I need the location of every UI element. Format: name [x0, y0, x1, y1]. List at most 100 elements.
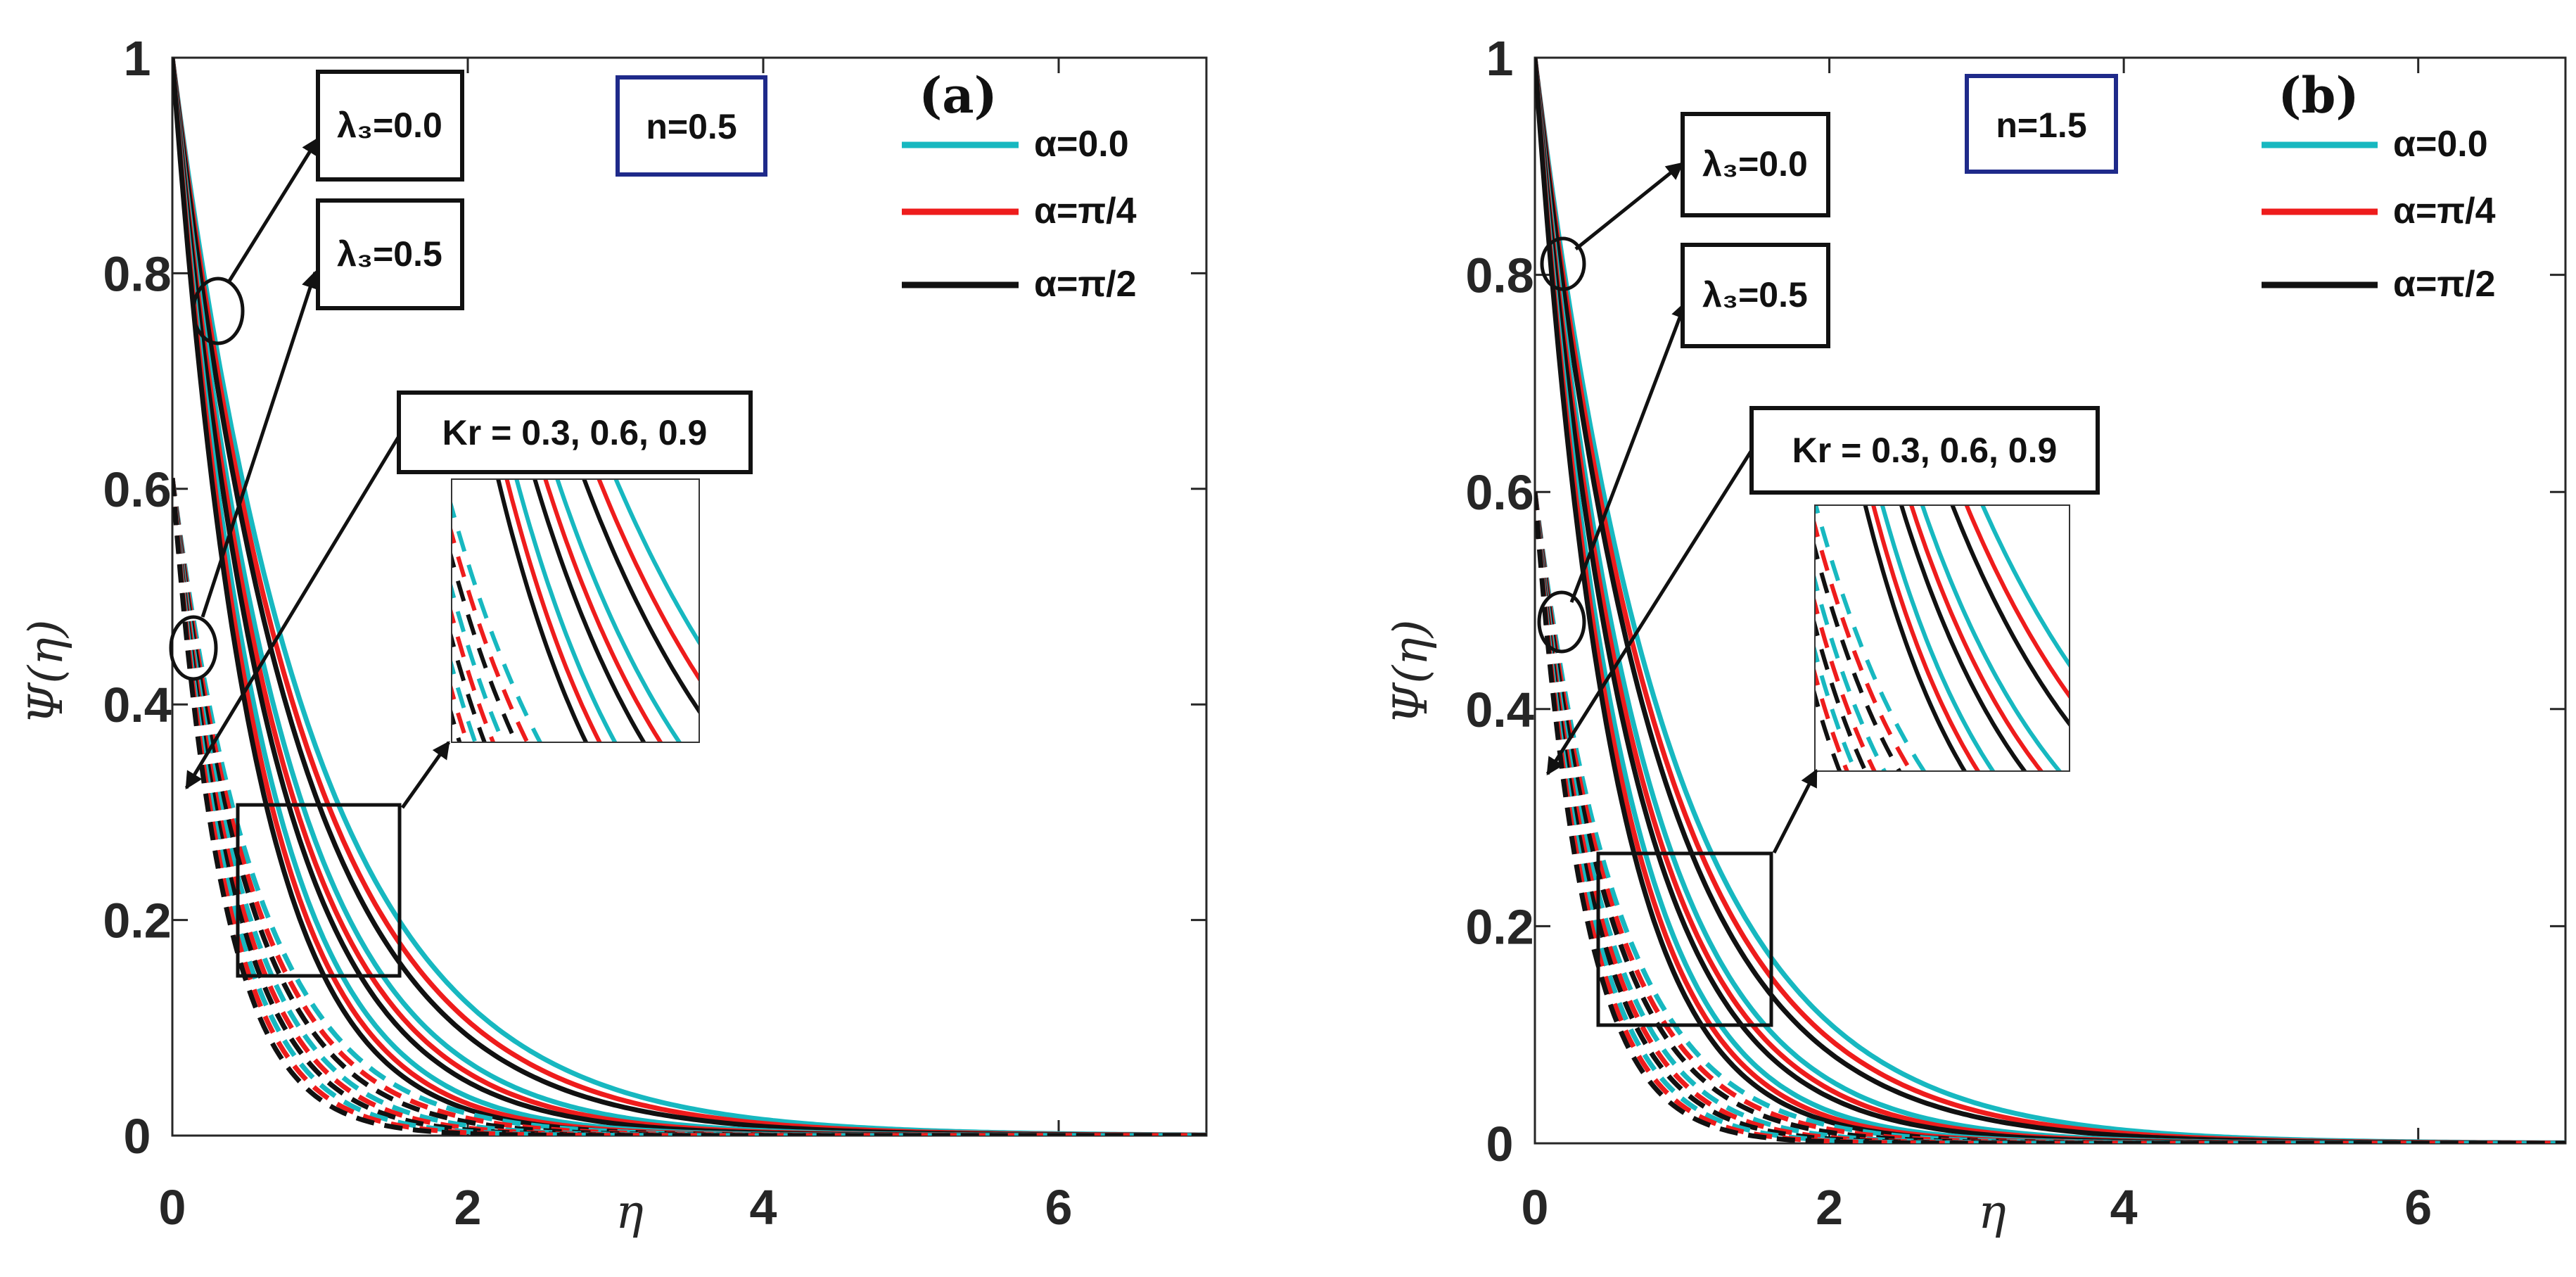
plot-area: 0 2 4 6 0 0.2 0.4 0.6 0.8 1: [103, 31, 1208, 1235]
panel-label: (b): [2278, 66, 2359, 125]
y-tick-label: 1: [124, 31, 151, 86]
lambda-05-circle: [169, 615, 218, 681]
x-tick-label: 4: [2110, 1180, 2138, 1235]
inset-series-line: [452, 606, 496, 742]
legend-label-alpha-pi4: α=π/4: [2393, 191, 2496, 231]
y-tick-label: 0.8: [1465, 248, 1534, 303]
y-tick-label: 0.4: [1465, 682, 1534, 737]
panel-b: 0 2 4 6 0 0.2 0.4 0.6 0.8 1 η Ψ(η) λ₃=0.0 λ₃=0.5 …: [1384, 31, 2567, 1239]
inset-series-line: [496, 479, 589, 742]
annotation-arrow: [1545, 449, 1754, 776]
panel-label: (a): [919, 66, 997, 125]
inset-series-line: [1815, 617, 1868, 771]
series-line: [172, 478, 1206, 1136]
x-axis-label: η: [616, 1185, 644, 1239]
y-tick-label: 1: [1486, 31, 1514, 86]
x-tick-label: 2: [454, 1180, 482, 1235]
legend-label-alpha-pi2: α=π/2: [2393, 264, 2496, 305]
inset-series-line: [1880, 505, 1996, 771]
inset-series-line: [514, 479, 618, 742]
inset-series-line: [1950, 505, 2070, 728]
lambda-0-label: λ₃=0.0: [337, 106, 442, 145]
series-group: [172, 58, 1206, 1136]
inset-series-line: [1920, 505, 2062, 771]
lambda-0-box: [316, 70, 464, 182]
inset-series-line: [1870, 505, 1981, 771]
annotations: λ₃=0.0 λ₃=0.5 Kr = 0.3, 0.6, 0.9: [316, 70, 753, 474]
inset-frame: [1814, 504, 2070, 772]
kr-box: [397, 390, 753, 474]
y-tick-label: 0.6: [1465, 465, 1534, 520]
series-line: [172, 478, 1206, 1136]
y-tick-label: 0: [1486, 1117, 1514, 1171]
inset-series-line: [533, 479, 646, 742]
inset-series-line: [1899, 505, 2027, 771]
kr-label: Kr = 0.3, 0.6, 0.9: [1792, 431, 2058, 470]
series-line: [1535, 491, 2565, 1143]
x-tick-label: 4: [750, 1180, 777, 1235]
series-line: [1535, 491, 2565, 1143]
annotation-arrow: [1569, 300, 1688, 603]
y-tick-label: 0: [124, 1109, 151, 1164]
n-value-box: [616, 75, 767, 177]
legend-label-alpha-0: α=0.0: [1034, 124, 1129, 165]
kr-box: [1749, 406, 2100, 495]
x-tick-label: 0: [159, 1180, 186, 1235]
inset-series-group: [1815, 505, 2070, 771]
y-tick-label: 0.2: [103, 894, 171, 948]
panel-a: 0 2 4 6 0 0.2 0.4 0.6 0.8 1 η Ψ(η) λ₃=0.0 λ₃=0.5 …: [19, 31, 1208, 1239]
inset-series-line: [452, 550, 518, 742]
n-value-label: n=1.5: [1996, 106, 2086, 145]
lambda-05-label: λ₃=0.5: [1702, 275, 1808, 315]
y-tick-label: 0.4: [103, 678, 171, 732]
lambda-05-box: [1681, 243, 1830, 348]
annotation-arrow: [200, 270, 319, 618]
inset-series-line: [1863, 505, 1968, 771]
x-tick-label: 2: [1816, 1180, 1843, 1235]
inset-series-line: [1815, 643, 1858, 771]
lambda-05-label: λ₃=0.5: [337, 234, 442, 274]
inset-series-line: [452, 581, 506, 742]
inset-series-line: [452, 499, 543, 742]
lambda-0-circle: [1540, 236, 1586, 291]
y-tick-label: 0.6: [103, 462, 171, 517]
lambda-05-circle: [1537, 590, 1586, 654]
zoom-source-box: [1596, 851, 1773, 1027]
inset-series-line: [543, 479, 663, 742]
annotation-arrow: [184, 435, 401, 790]
plot-area: 0 2 4 6 0 0.2 0.4 0.6 0.8 1: [1465, 31, 2567, 1235]
y-axis-label: Ψ(η): [19, 620, 73, 725]
lambda-0-circle: [191, 277, 245, 345]
x-tick-label: 0: [1522, 1180, 1549, 1235]
zoom-arrow: [1772, 768, 1818, 854]
legend: α=0.0 α=π/4 α=π/2: [2262, 124, 2496, 305]
series-line: [1535, 491, 2565, 1143]
legend-label-alpha-pi4: α=π/4: [1034, 191, 1137, 231]
x-tick-label: 6: [2404, 1180, 2432, 1235]
zoom-source-box: [236, 803, 402, 978]
y-axis-label: Ψ(η): [1384, 620, 1438, 725]
inset-series-line: [504, 479, 602, 742]
lambda-0-box: [1681, 112, 1830, 217]
inset-series-line: [613, 479, 699, 647]
n-value-box: [1965, 74, 2118, 174]
y-tick-label: 0.2: [1465, 899, 1534, 954]
annotations: λ₃=0.0 λ₃=0.5 Kr = 0.3, 0.6, 0.9: [1681, 112, 2100, 495]
series-group: [1535, 58, 2565, 1143]
annotation-arrow: [227, 136, 320, 284]
inset-series-line: [452, 526, 530, 742]
y-tick-label: 0.8: [103, 246, 171, 301]
inset-series-line: [1964, 505, 2070, 700]
n-value-label: n=0.5: [646, 107, 737, 146]
inset-series-line: [1980, 505, 2070, 669]
legend-label-alpha-0: α=0.0: [2393, 124, 2488, 165]
x-axis-label: η: [1978, 1185, 2006, 1239]
zoom-arrow: [400, 740, 451, 809]
x-tick-label: 6: [1045, 1180, 1073, 1235]
lambda-0-label: λ₃=0.0: [1702, 144, 1808, 184]
inset-series-line: [555, 479, 682, 742]
lambda-05-box: [316, 198, 464, 310]
inset-background: [452, 479, 699, 742]
kr-label: Kr = 0.3, 0.6, 0.9: [442, 413, 708, 452]
